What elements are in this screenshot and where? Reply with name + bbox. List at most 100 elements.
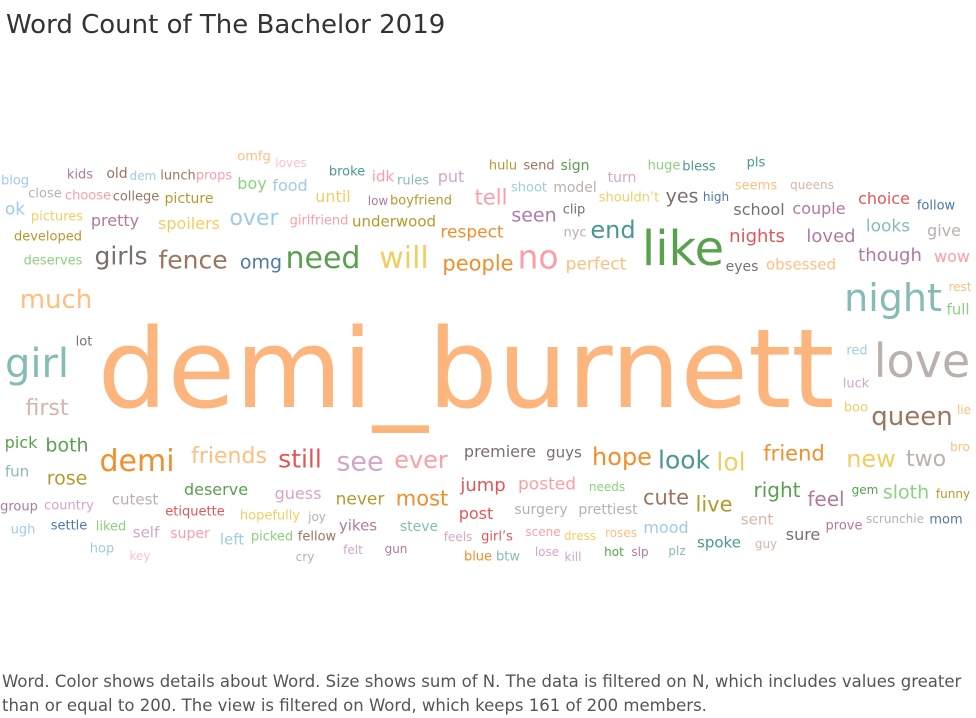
word-props: props	[195, 168, 233, 184]
word-live: live	[695, 492, 733, 517]
word-though: though	[858, 245, 922, 266]
word-shoot: shoot	[510, 180, 548, 196]
word-kids: kids	[66, 167, 94, 183]
word-mom: mom	[929, 512, 963, 528]
word-fun: fun	[4, 462, 30, 481]
word-omg: omg	[239, 251, 283, 274]
word-girl: girl	[4, 341, 70, 387]
word-felt: felt	[343, 543, 363, 557]
word-girls: girls	[94, 241, 148, 271]
word-liked: liked	[95, 519, 127, 535]
word-demi: demi	[99, 444, 175, 479]
word-queen: queen	[871, 402, 953, 432]
word-etiquette: etiquette	[165, 504, 225, 520]
word-follow: follow	[916, 198, 956, 214]
word-hopefully: hopefully	[239, 508, 301, 524]
word-scene: scene	[525, 525, 561, 539]
chart-title: Word Count of The Bachelor 2019	[6, 10, 446, 40]
word-sloth: sloth	[882, 481, 930, 504]
word-dress: dress	[563, 529, 597, 543]
word-obsessed: obsessed	[765, 255, 837, 274]
word-lol: lol	[716, 447, 746, 477]
word-pick: pick	[4, 433, 38, 452]
word-nights: nights	[729, 226, 785, 247]
word-couple: couple	[792, 199, 846, 218]
word-deserves: deserves	[23, 253, 83, 269]
word-luck: luck	[842, 376, 870, 392]
word-ok: ok	[4, 199, 26, 220]
word-old: old	[106, 166, 128, 182]
word-loves: loves	[275, 156, 307, 170]
word-sent: sent	[740, 510, 774, 529]
word-picked: picked	[250, 529, 294, 545]
word-funny: funny	[935, 487, 971, 501]
word-cute: cute	[642, 485, 690, 510]
word-kill: kill	[564, 550, 582, 564]
word-lose: lose	[534, 545, 560, 559]
word-nyc: nyc	[563, 225, 587, 241]
word-self: self	[132, 523, 160, 542]
word-mood: mood	[643, 518, 689, 537]
word-respect: respect	[440, 222, 504, 243]
word-sure: sure	[785, 525, 821, 544]
word-demi-burnett: demi_burnett	[97, 305, 835, 433]
word-friends: friends	[191, 444, 267, 469]
word-first: first	[25, 396, 69, 421]
word-prettiest: prettiest	[578, 502, 638, 518]
word-much: much	[19, 285, 93, 315]
word-eyes: eyes	[725, 259, 759, 275]
word-new: new	[846, 445, 896, 473]
word-never: never	[335, 489, 385, 510]
word-scrunchie: scrunchie	[866, 512, 924, 526]
word-gem: gem	[851, 483, 879, 497]
word-full: full	[946, 300, 970, 319]
word-jump: jump	[460, 475, 506, 496]
word-turn: turn	[607, 170, 637, 186]
word-until: until	[315, 187, 351, 206]
word-close: close	[28, 186, 62, 202]
word-roses: roses	[605, 526, 637, 540]
word-boyfriend: boyfriend	[390, 193, 452, 209]
word-yikes: yikes	[338, 516, 378, 535]
word-still: still	[278, 444, 322, 474]
word-hop: hop	[89, 541, 115, 557]
word-need: need	[285, 241, 361, 276]
word-steve: steve	[399, 519, 439, 535]
word-choose: choose	[64, 188, 112, 204]
word-rules: rules	[397, 173, 429, 189]
word-will: will	[379, 241, 429, 276]
word-btw: btw	[496, 549, 520, 565]
word-cry: cry	[295, 550, 315, 564]
word-hope: hope	[592, 443, 652, 471]
word-fence: fence	[158, 245, 228, 275]
word-over: over	[229, 206, 279, 231]
word-developed: developed	[13, 229, 83, 245]
word-cutest: cutest	[111, 490, 159, 509]
word-night: night	[844, 276, 942, 320]
word-girl-s: girl’s	[481, 529, 513, 545]
word-left: left	[219, 530, 245, 549]
word-blog: blog	[0, 173, 30, 189]
word-queens: queens	[790, 178, 834, 192]
word-deserve: deserve	[183, 480, 249, 499]
word-high: high	[702, 190, 730, 204]
word-put: put	[437, 167, 465, 186]
word-rest: rest	[948, 280, 972, 294]
word-lot: lot	[75, 334, 93, 350]
word-bless: bless	[682, 159, 716, 175]
word-prove: prove	[825, 518, 863, 534]
chart-caption: Word. Color shows details about Word. Si…	[2, 672, 962, 715]
word-boy: boy	[237, 174, 267, 193]
word-red: red	[846, 343, 868, 359]
word-pls: pls	[746, 155, 766, 171]
word-needs: needs	[588, 480, 626, 494]
word-idk: idk	[371, 167, 395, 186]
word-feel: feel	[807, 487, 845, 511]
word-lunch: lunch	[160, 168, 196, 184]
word-most: most	[395, 486, 449, 511]
word-tell: tell	[474, 185, 508, 210]
word-choice: choice	[858, 189, 910, 208]
word-slp: slp	[631, 545, 649, 559]
word-see: see	[336, 446, 384, 478]
